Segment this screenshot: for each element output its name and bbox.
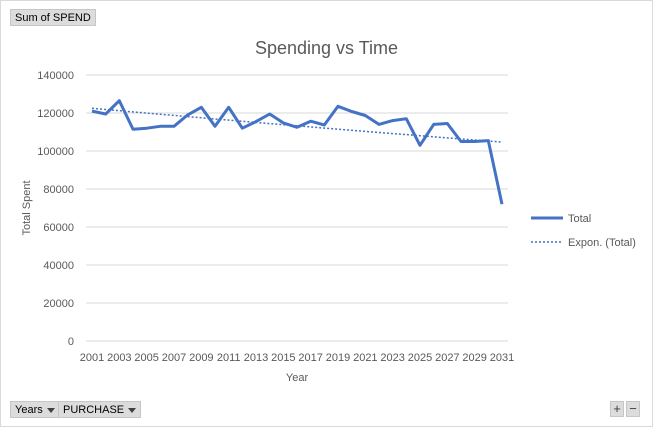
x-axis-tick-labels: 2001 2003 2005 2007 2009 2011 2013 2015 2017 2019… — [80, 352, 514, 364]
x-tick-label: 2019 — [326, 352, 350, 364]
x-tick-label: 2027 — [435, 352, 459, 364]
purchase-field-button[interactable]: PURCHASE — [58, 401, 142, 418]
y-tick-label: 140000 — [37, 70, 74, 82]
y-tick-label: 120000 — [37, 108, 74, 120]
years-field-button[interactable]: Years — [10, 401, 60, 418]
value-field-label: Sum of SPEND — [15, 12, 91, 24]
x-tick-label: 2001 — [80, 352, 104, 364]
y-tick-label: 0 — [68, 336, 74, 348]
x-tick-label: 2011 — [217, 352, 241, 364]
y-tick-label: 40000 — [43, 260, 74, 272]
y-axis-tick-labels: 0 20000 40000 60000 80000 100000 120000 140000 — [37, 70, 74, 348]
minus-icon: − — [629, 401, 637, 416]
legend: Total Expon. (Total) — [531, 213, 636, 249]
x-tick-label: 2029 — [462, 352, 486, 364]
x-tick-label: 2021 — [353, 352, 377, 364]
chart-title: Spending vs Time — [254, 38, 399, 58]
x-tick-label: 2025 — [408, 352, 432, 364]
dropdown-arrow-icon — [128, 407, 137, 413]
x-tick-label: 2007 — [162, 352, 186, 364]
x-tick-label: 2009 — [189, 352, 213, 364]
gridlines — [86, 74, 508, 342]
y-tick-label: 60000 — [43, 222, 74, 234]
x-tick-label: 2031 — [490, 352, 514, 364]
collapse-field-button[interactable]: − — [626, 401, 640, 417]
x-tick-label: 2003 — [107, 352, 131, 364]
sum-of-spend-field-button[interactable]: Sum of SPEND — [10, 9, 96, 26]
purchase-field-label: PURCHASE — [63, 404, 125, 416]
legend-label-total: Total — [568, 213, 591, 225]
plus-icon: + — [613, 401, 621, 416]
expand-field-button[interactable]: + — [610, 401, 624, 417]
y-axis-title: Total Spent — [21, 180, 33, 235]
legend-label-trendline: Expon. (Total) — [568, 237, 636, 249]
series-line-total — [91, 99, 504, 205]
y-tick-label: 20000 — [43, 298, 74, 310]
years-field-label: Years — [15, 404, 43, 416]
x-tick-label: 2023 — [380, 352, 404, 364]
y-tick-label: 100000 — [37, 146, 74, 158]
dropdown-arrow-icon — [46, 407, 55, 413]
y-tick-label: 80000 — [43, 184, 74, 196]
x-axis-title: Year — [286, 372, 309, 384]
x-tick-label: 2017 — [298, 352, 322, 364]
x-tick-label: 2005 — [134, 352, 158, 364]
x-tick-label: 2015 — [271, 352, 295, 364]
x-tick-label: 2013 — [244, 352, 268, 364]
